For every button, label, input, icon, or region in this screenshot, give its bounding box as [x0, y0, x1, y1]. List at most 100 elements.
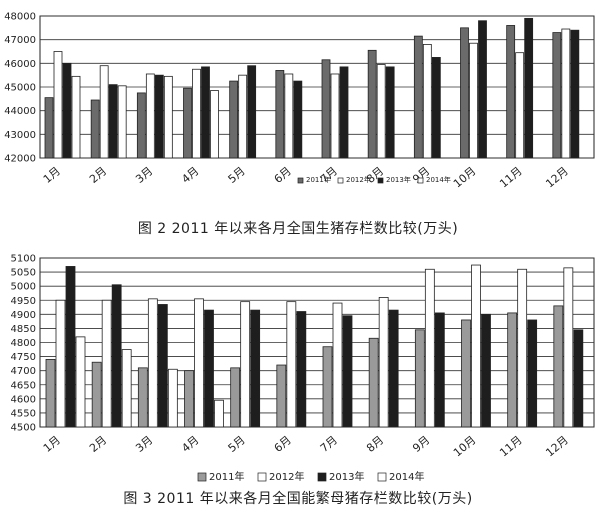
- bar-3-7: [339, 66, 349, 159]
- bar-2-6: [284, 73, 294, 159]
- bar-1-9: [413, 35, 423, 159]
- y-tick-label: 5000: [11, 282, 36, 293]
- bar-2-10: [469, 42, 478, 159]
- y-tick-label: 48000: [4, 12, 36, 23]
- y-tick-label: 4550: [11, 408, 36, 419]
- x-tick-label: 12月: [543, 164, 571, 190]
- y-tick-label: 46000: [4, 59, 36, 70]
- y-tick-label: 4750: [11, 352, 36, 363]
- bar-2-10: [471, 264, 481, 428]
- bar-2-7: [332, 302, 343, 428]
- bar-3-5: [250, 309, 261, 428]
- y-tick-label: 4850: [11, 324, 36, 335]
- bar-1-5: [229, 80, 239, 159]
- bar-3-10: [478, 20, 487, 159]
- bar-4-4: [214, 399, 224, 428]
- x-tick-label: 2月: [87, 164, 109, 186]
- x-tick-label: 1月: [41, 164, 63, 186]
- bar-3-8: [388, 309, 399, 428]
- y-tick-label: 45000: [4, 83, 36, 94]
- y-tick-label: 4700: [11, 366, 36, 377]
- bar-3-6: [293, 80, 303, 159]
- bar-4-1: [71, 75, 81, 159]
- x-tick-label: 7月: [318, 433, 340, 455]
- bar-1-10: [461, 319, 471, 428]
- bar-1-5: [230, 367, 241, 428]
- x-tick-label: 9月: [410, 433, 432, 455]
- x-tick-label: 12月: [543, 433, 571, 459]
- x-tick-label: 11月: [497, 433, 525, 459]
- bar-1-1: [44, 97, 54, 159]
- bar-1-6: [276, 364, 287, 428]
- bar-1-2: [91, 361, 102, 428]
- legend-swatch-3: [377, 177, 384, 184]
- bar-4-4: [210, 90, 219, 159]
- legend-label: 2011年: [209, 470, 244, 483]
- bar-1-7: [321, 59, 331, 159]
- x-tick-label: 6月: [272, 433, 294, 455]
- bar-1-12: [552, 32, 562, 159]
- bar-1-8: [368, 337, 379, 428]
- x-tick-label: 6月: [272, 164, 294, 186]
- bar-3-6: [296, 311, 307, 428]
- bar-1-3: [137, 367, 148, 428]
- bar-3-3: [154, 74, 164, 159]
- bar-3-5: [247, 65, 257, 159]
- chart-caption-2: 图 3 2011 年以来各月全国能繁母猪存栏数比较(万头): [123, 490, 472, 507]
- y-tick-label: 4800: [11, 338, 36, 349]
- legend-label: 2012年: [346, 175, 371, 184]
- bar-2-9: [422, 44, 432, 159]
- bar-1-4: [183, 87, 192, 159]
- bar-3-9: [434, 312, 445, 428]
- bar-4-1: [75, 336, 86, 428]
- legend-swatch-3: [317, 472, 327, 482]
- bar-3-1: [62, 62, 72, 159]
- y-tick-label: 44000: [4, 106, 36, 117]
- bar-1-12: [553, 305, 564, 428]
- legend-label: 2013年: [386, 175, 411, 184]
- x-tick-label: 5月: [226, 164, 248, 186]
- legend-swatch-1: [197, 472, 207, 482]
- bar-3-11: [524, 17, 534, 159]
- bar-2-12: [563, 267, 574, 428]
- x-tick-label: 11月: [497, 164, 525, 190]
- bar-3-1: [65, 266, 76, 428]
- bar-2-1: [53, 51, 63, 159]
- legend-swatch-2: [257, 472, 267, 482]
- legend-label: 2013年: [329, 470, 364, 483]
- legend-label: 2014年: [426, 175, 451, 184]
- bar-1-1: [45, 358, 56, 428]
- bar-1-4: [184, 370, 194, 428]
- bar-1-8: [367, 49, 377, 159]
- y-tick-label: 5050: [11, 268, 36, 279]
- bar-2-7: [330, 73, 340, 159]
- bar-4-2: [117, 85, 127, 159]
- y-tick-label: 4650: [11, 380, 36, 391]
- y-tick-label: 43000: [4, 130, 36, 141]
- x-tick-label: 8月: [364, 433, 386, 455]
- x-tick-label: 5月: [226, 433, 248, 455]
- y-tick-label: 4600: [11, 394, 36, 405]
- bar-1-2: [90, 99, 100, 159]
- bar-3-3: [157, 304, 168, 428]
- bar-3-8: [385, 66, 395, 159]
- legend-label: 2012年: [269, 470, 304, 483]
- y-tick-label: 42000: [4, 154, 36, 165]
- bar-3-4: [204, 309, 214, 428]
- bar-2-12: [561, 28, 571, 159]
- x-tick-label: 10月: [451, 433, 479, 459]
- x-tick-label: 4月: [179, 164, 201, 186]
- bar-2-9: [424, 268, 435, 428]
- legend-label: 2014年: [389, 470, 424, 483]
- legend-swatch-2: [337, 177, 344, 184]
- legend-swatch-4: [417, 177, 424, 184]
- bar-2-4: [194, 298, 204, 428]
- bar-3-12: [570, 29, 580, 159]
- chart-sow-stock: 4500 4550 4600 4650 4700 4750 4800 4850 4900 4950…: [11, 254, 595, 483]
- chart-pig-stock: 42000 43000 44000 45000 46000 47000 48000 1月 2月 3…: [4, 12, 595, 190]
- bar-1-7: [322, 346, 333, 428]
- bar-2-1: [55, 299, 66, 428]
- bar-3-2: [108, 84, 118, 159]
- y-tick-label: 5100: [11, 254, 36, 265]
- bar-1-6: [275, 70, 285, 159]
